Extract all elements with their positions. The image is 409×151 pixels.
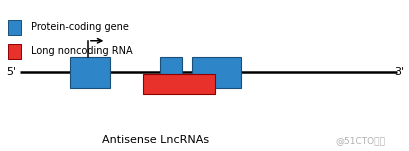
Bar	[192, 57, 241, 88]
Text: 5': 5'	[6, 67, 16, 77]
Bar	[8, 44, 21, 59]
Bar	[70, 57, 110, 88]
Bar	[8, 20, 21, 35]
Bar	[160, 57, 182, 88]
Text: Protein-coding gene: Protein-coding gene	[31, 22, 128, 32]
Text: @51CTO博客: @51CTO博客	[335, 136, 385, 145]
Bar	[143, 74, 215, 94]
Text: Antisense LncRNAs: Antisense LncRNAs	[102, 135, 209, 145]
Text: 3': 3'	[395, 67, 405, 77]
Text: Long noncoding RNA: Long noncoding RNA	[31, 46, 132, 56]
